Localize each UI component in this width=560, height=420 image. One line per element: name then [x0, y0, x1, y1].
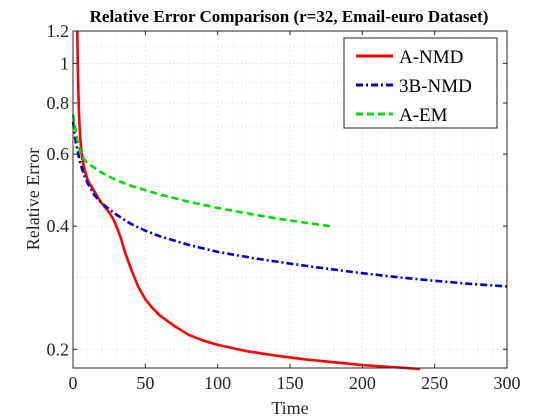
legend-label-a-nmd: A-NMD [399, 47, 463, 68]
chart-title: Relative Error Comparison (r=32, Email-e… [90, 7, 489, 26]
legend: A-NMD 3B-NMD A-EM [343, 37, 498, 129]
y-axis-label: Relative Error [23, 148, 43, 250]
y-tick-label: 0.4 [47, 216, 70, 236]
series-line-a-em [71, 114, 331, 228]
series-line-a-nmd [76, 30, 421, 371]
legend-label-a-em: A-EM [399, 105, 448, 126]
x-tick-label: 250 [421, 373, 448, 393]
y-tick-label: 1 [60, 53, 69, 73]
axis-ticks: 0 50 100 150 200 250 300 0.2 0.4 0.6 0.8 1 1.2 [47, 21, 521, 393]
y-tick-label: 0.8 [47, 93, 70, 113]
x-tick-label: 200 [349, 373, 376, 393]
y-tick-label: 0.6 [47, 144, 70, 164]
x-tick-label: 150 [277, 373, 304, 393]
x-tick-label: 50 [136, 373, 154, 393]
y-tick-label: 1.2 [47, 21, 70, 41]
x-axis-label: Time [271, 398, 308, 418]
x-tick-label: 300 [494, 373, 521, 393]
y-tick-label: 0.2 [47, 339, 70, 359]
legend-label-3b-nmd: 3B-NMD [399, 76, 472, 97]
x-tick-label: 0 [69, 373, 78, 393]
x-tick-label: 100 [204, 373, 231, 393]
series-layer [71, 30, 508, 371]
series-line-3b-nmd [71, 121, 508, 288]
